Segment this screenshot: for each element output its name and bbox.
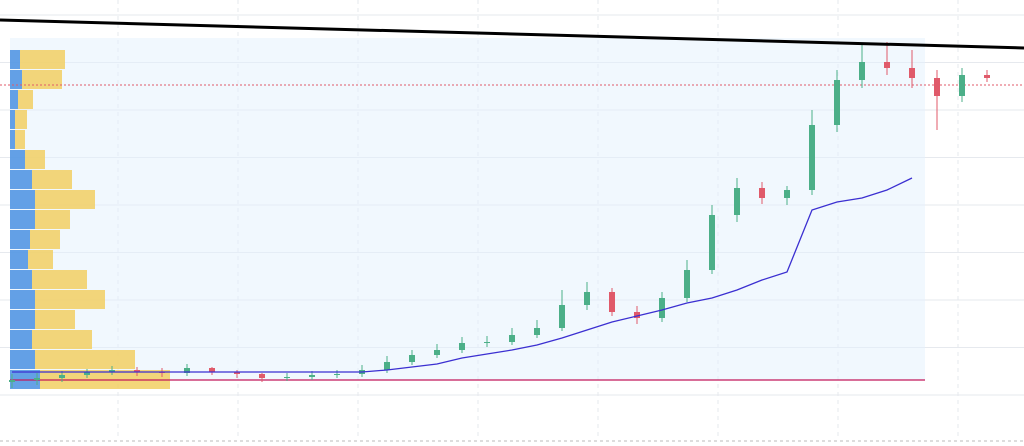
candle-body [709,215,715,270]
profile-sell [32,330,92,349]
candle-body [134,370,140,372]
candle-body [484,342,490,343]
candle-body [684,270,690,298]
profile-buy [10,290,35,309]
profile-buy [10,170,32,189]
profile-sell [32,170,72,189]
profile-sell [35,190,95,209]
candle-body [284,377,290,378]
candle-body [834,80,840,125]
candle-body [859,62,865,80]
candle-body [509,335,515,342]
profile-sell [28,250,53,269]
profile-sell [15,130,25,149]
trend-line [0,18,1024,50]
candle-body [809,125,815,190]
candle-body [109,370,115,372]
candle-body [234,372,240,374]
profile-sell [30,230,60,249]
candle-body [384,362,390,370]
candle-body [259,374,265,378]
candle-body [909,68,915,78]
profile-sell [22,70,62,89]
profile-buy [10,70,22,89]
candle-body [734,188,740,215]
profile-buy [10,250,28,269]
candle-body [34,378,40,380]
profile-sell [35,210,70,229]
profile-buy [10,330,32,349]
profile-buy [10,230,30,249]
candle-body [459,343,465,350]
profile-sell [15,110,27,129]
candle-body [209,368,215,372]
candle-body [9,380,15,382]
profile-sell [35,350,135,369]
profile-sell [32,270,87,289]
profile-buy [10,150,25,169]
candle-body [609,292,615,312]
candle-body [934,78,940,96]
candle-body [59,375,65,378]
candle-body [184,368,190,373]
candle-body [309,375,315,377]
candle-body [84,372,90,375]
profile-buy [10,90,18,109]
profile-buy [10,310,35,329]
candle-body [884,62,890,68]
candle-body [584,292,590,305]
profile-buy [10,130,15,149]
profile-buy [10,350,35,369]
candle-body [534,328,540,335]
candle-body [984,75,990,78]
candle-body [784,190,790,198]
profile-sell [25,150,45,169]
profile-sell [35,290,105,309]
candle-body [434,350,440,355]
candle-body [659,298,665,318]
vwap-line [12,177,913,373]
profile-buy [10,270,32,289]
profile-buy [10,110,15,129]
candle-body [334,374,340,375]
profile-buy [10,190,35,209]
range-box [10,38,925,380]
profile-sell [20,50,65,69]
candle-body [759,188,765,198]
profile-buy [10,210,35,229]
candle-body [634,312,640,318]
profile-buy [10,50,20,69]
candle-body [559,305,565,328]
profile-sell [18,90,33,109]
profile-sell [35,310,75,329]
candle-body [959,75,965,96]
candle-body [409,355,415,362]
